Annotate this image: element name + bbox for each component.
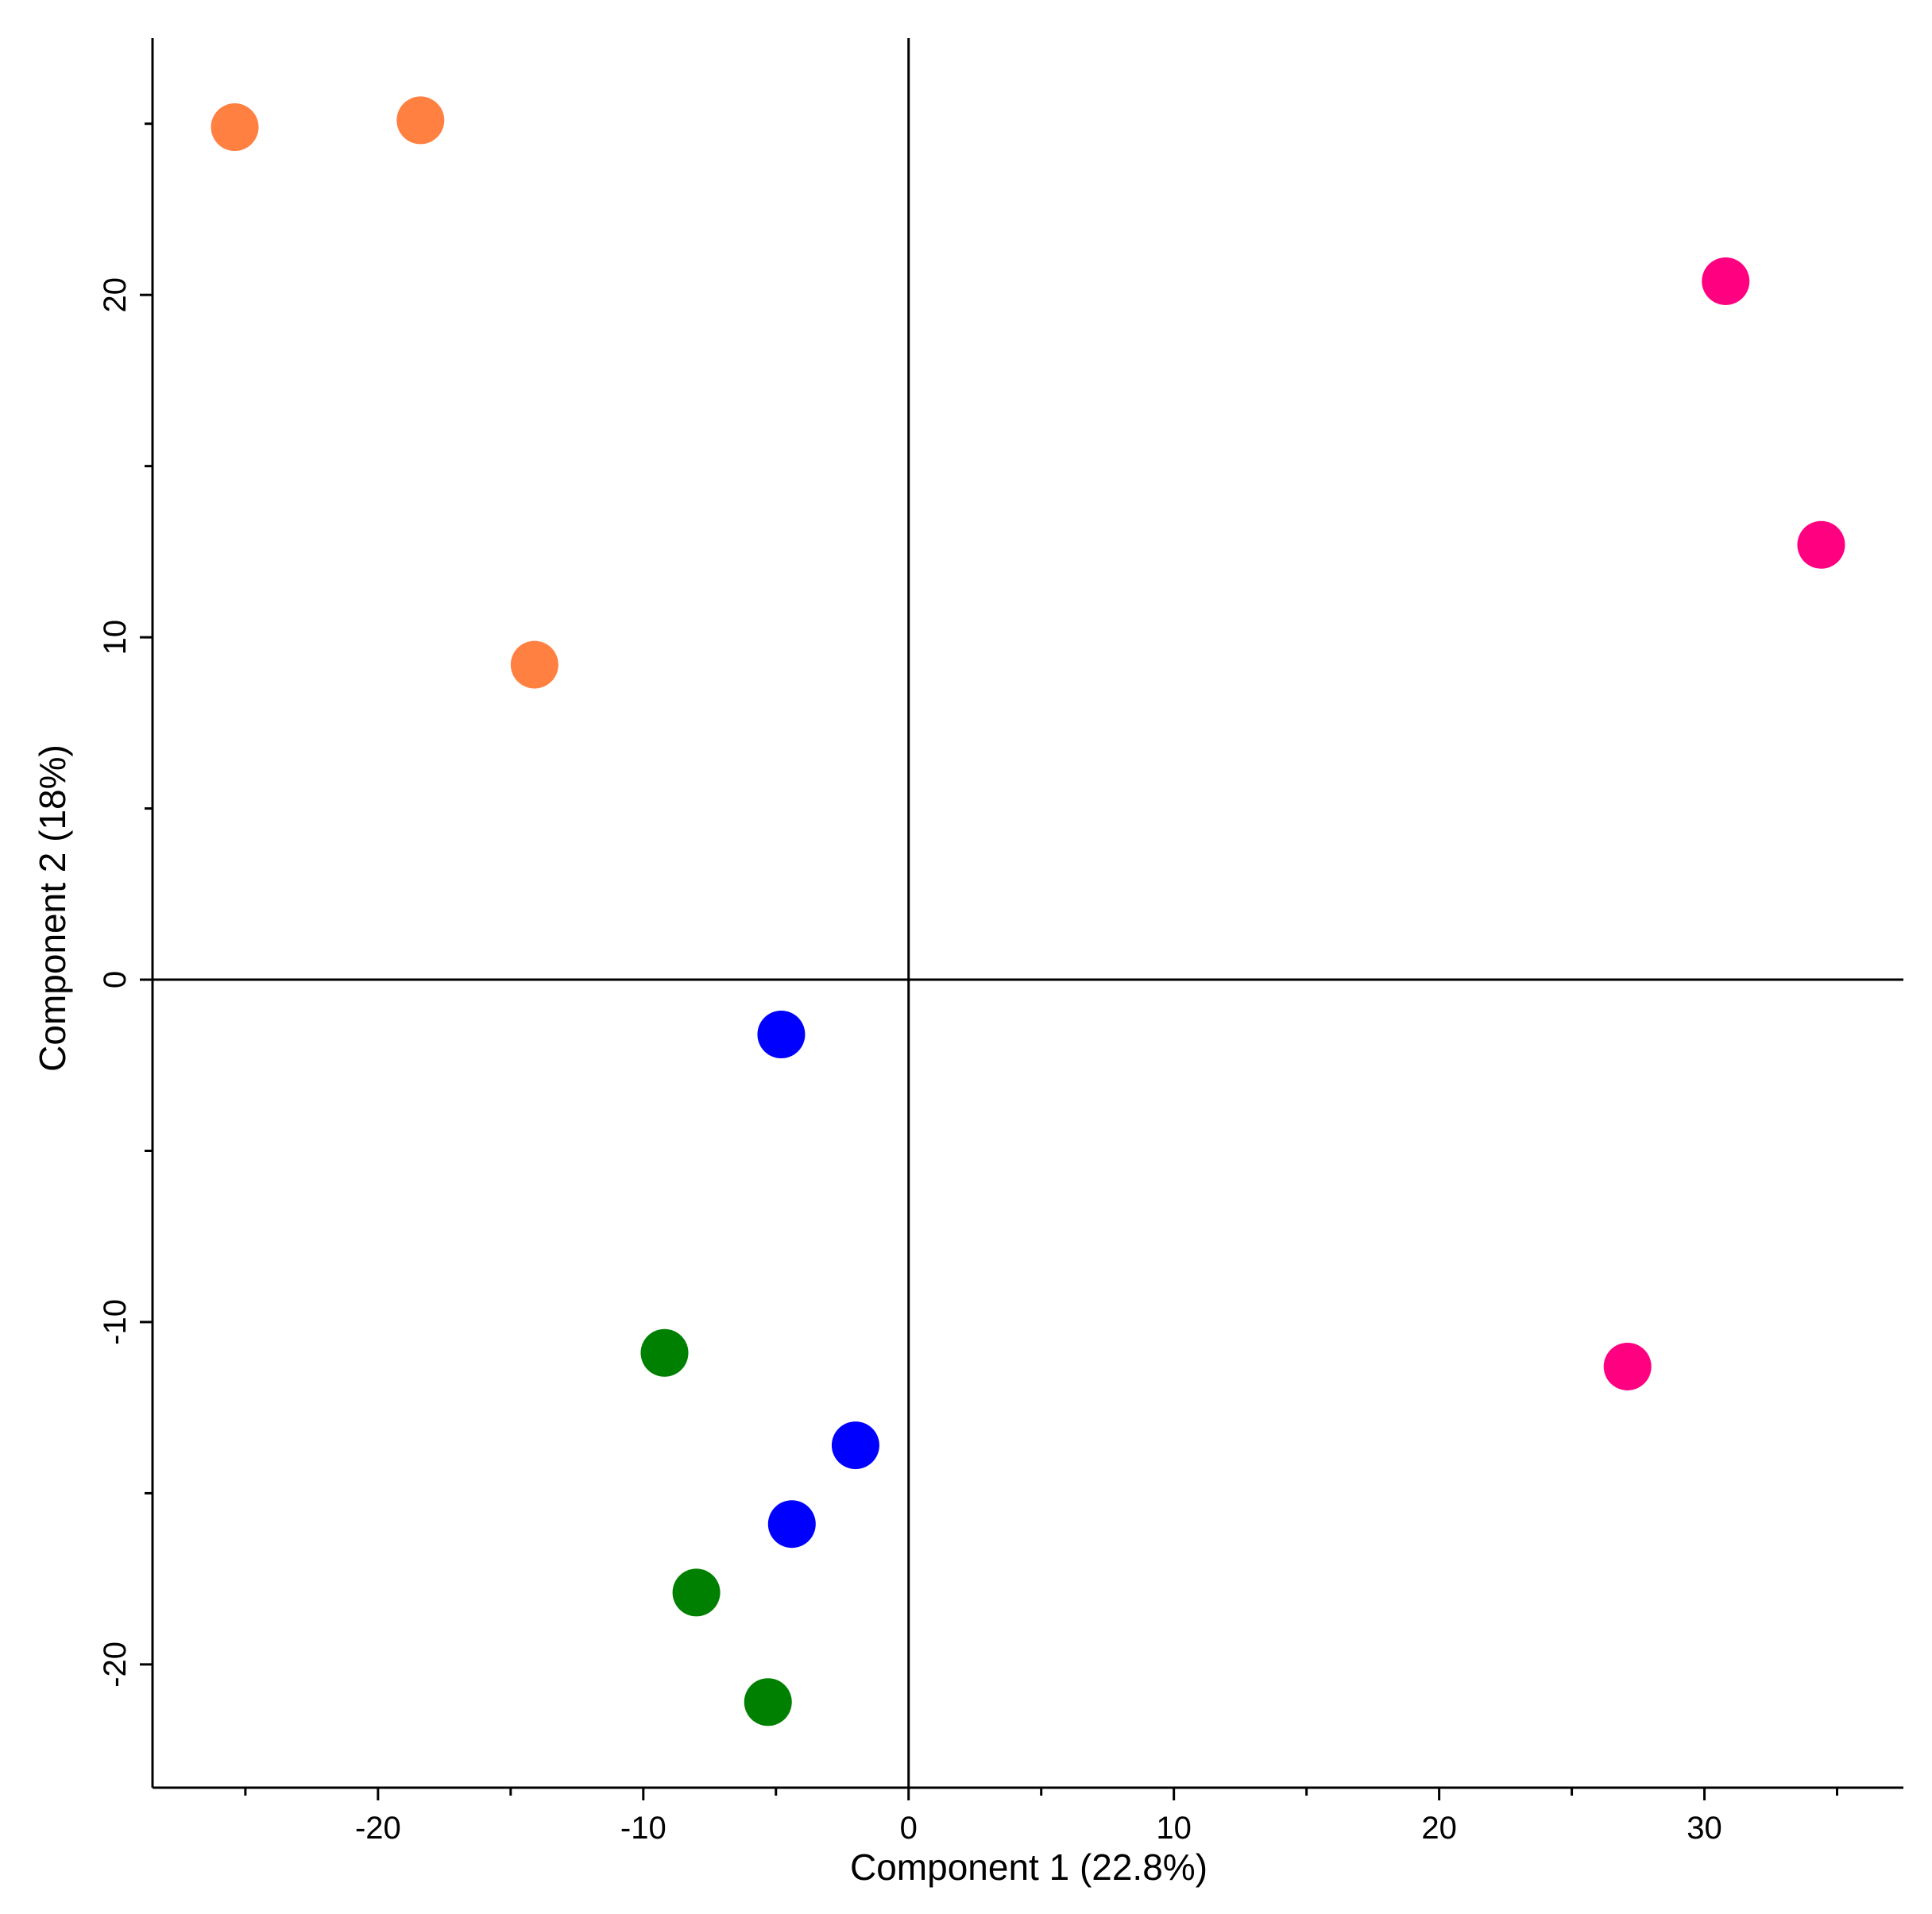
zero-lines (153, 38, 1903, 1788)
x-tick-label: -10 (620, 1811, 667, 1846)
data-point (510, 640, 558, 689)
y-tick-label: -10 (98, 1299, 133, 1345)
y-tick-label: 20 (98, 277, 133, 313)
data-point (744, 1678, 792, 1726)
data-point (1797, 520, 1845, 569)
data-point (672, 1568, 721, 1617)
y-tick-label: 10 (98, 620, 133, 655)
plot-frame (151, 38, 1903, 1789)
data-point (211, 103, 259, 152)
data-point (1702, 257, 1750, 305)
x-tick-label: 10 (1156, 1811, 1192, 1846)
x-tick-label: 0 (900, 1811, 918, 1846)
x-tick-label: 30 (1687, 1811, 1722, 1846)
data-point (1603, 1342, 1652, 1390)
y-tick-label: -20 (98, 1641, 133, 1688)
x-axis-title: Component 1 (22.8%) (850, 1846, 1208, 1888)
data-point (767, 1500, 816, 1549)
y-tick-label: 0 (98, 971, 133, 988)
x-tick-label: 20 (1421, 1811, 1457, 1846)
data-point (640, 1328, 689, 1377)
y-axis-title: Component 2 (18%) (32, 744, 73, 1072)
data-point (757, 1010, 806, 1058)
data-points (211, 96, 1845, 1726)
data-point (396, 96, 445, 145)
data-point (831, 1421, 879, 1470)
axis-ticks: -20 -10 0 10 20 30 -20 -10 0 10 20 (98, 122, 1839, 1846)
x-tick-label: -20 (355, 1811, 401, 1846)
